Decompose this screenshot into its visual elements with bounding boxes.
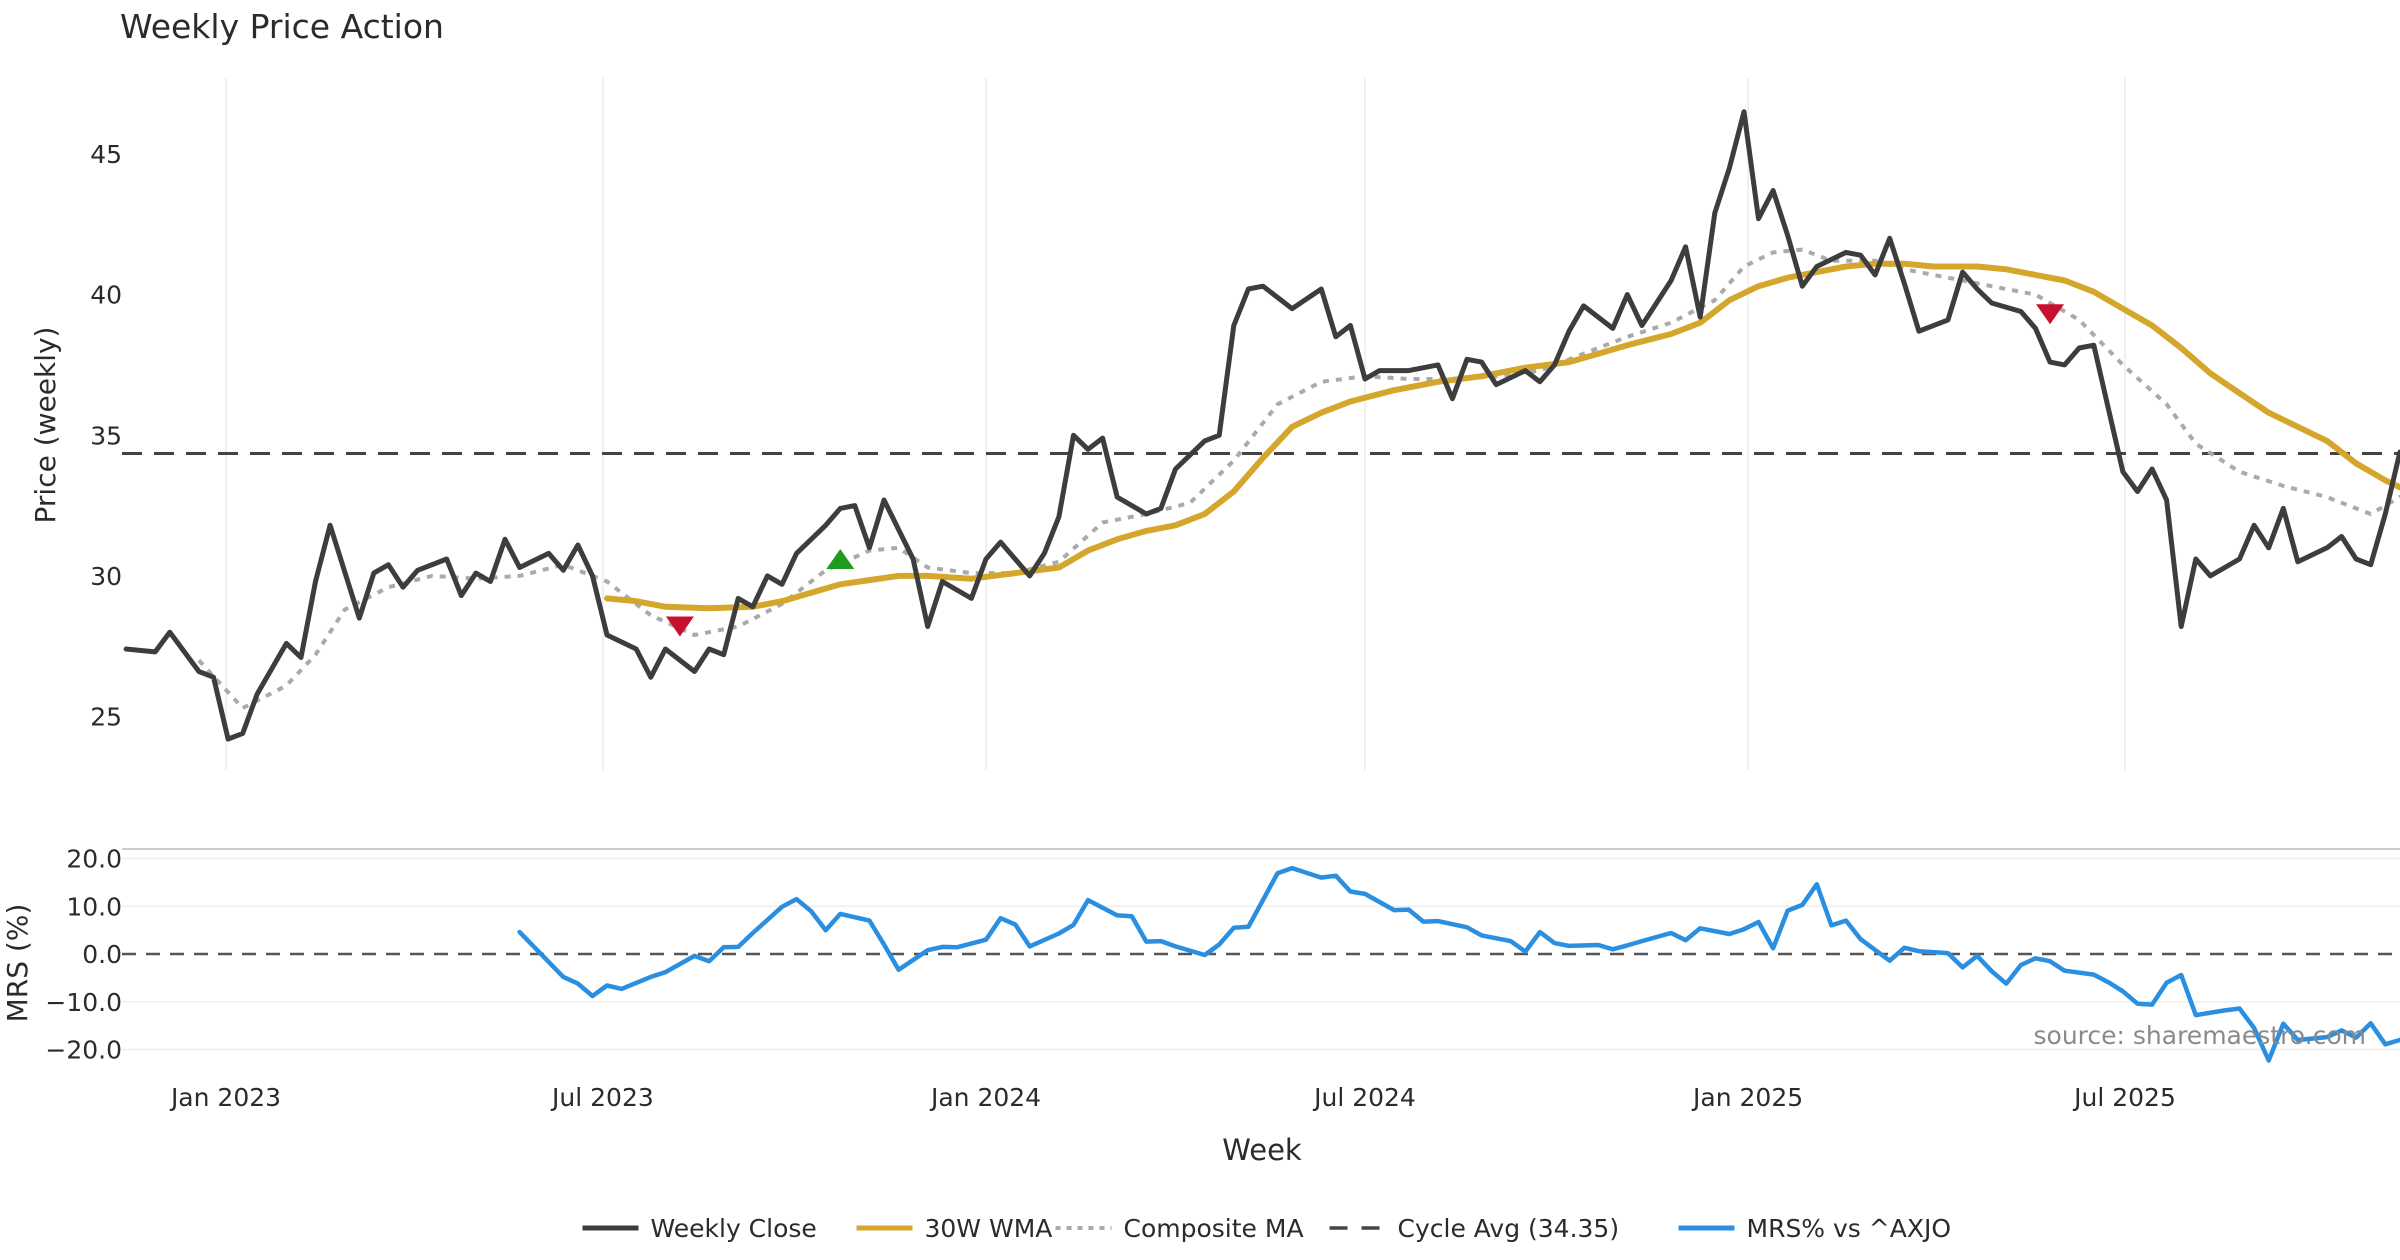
mrs-y-tick-1: 10.0: [66, 892, 122, 921]
x-tick-4: Jan 2025: [1691, 1083, 1803, 1112]
legend-label-0: Weekly Close: [651, 1214, 817, 1243]
series-30w-wma-line: [604, 260, 2400, 612]
series-mrs-line: [517, 865, 2400, 1063]
legend: Weekly Close 30W WMA Composite MA Cycle Avg…: [582, 1214, 1952, 1243]
price-y-tick-3: 40: [90, 281, 122, 310]
legend-label-4: MRS% vs ^AXJO: [1747, 1214, 1952, 1243]
sell-signal-marker-2: [2036, 304, 2065, 325]
x-axis-label: Week: [1222, 1133, 1302, 1167]
price-y-tick-2: 35: [90, 421, 122, 450]
signal-markers: [665, 304, 2065, 637]
x-tick-5: Jul 2025: [2072, 1083, 2176, 1112]
legend-label-1: 30W WMA: [925, 1214, 1053, 1243]
sell-signal-marker-0: [665, 616, 694, 637]
x-tick-labels: Jan 2023 Jul 2023 Jan 2024 Jul 2024 Jan 2025…: [169, 1083, 2176, 1112]
x-tick-0: Jan 2023: [169, 1083, 281, 1112]
price-y-axis-label: Price (weekly): [29, 327, 62, 524]
legend-item-0: Weekly Close: [582, 1214, 817, 1243]
legend-item-2: Composite MA: [1055, 1214, 1304, 1243]
price-y-tick-labels: 25 30 35 40 45: [90, 140, 122, 732]
price-y-tick-4: 45: [90, 140, 122, 169]
legend-item-1: 30W WMA: [856, 1214, 1053, 1243]
x-tick-3: Jul 2024: [1312, 1083, 1416, 1112]
legend-label-2: Composite MA: [1124, 1214, 1304, 1243]
price-y-tick-0: 25: [90, 703, 122, 732]
x-tick-1: Jul 2023: [550, 1083, 654, 1112]
mrs-series-line: [517, 865, 2400, 1063]
legend-label-3: Cycle Avg (34.35): [1398, 1214, 1620, 1243]
price-series-lines: [123, 109, 2400, 742]
series-composite-ma-line: [197, 247, 2400, 711]
mrs-y-tick-0: 20.0: [66, 845, 122, 874]
legend-item-3: Cycle Avg (34.35): [1329, 1214, 1620, 1243]
mrs-y-axis-label: MRS (%): [1, 904, 34, 1023]
mrs-y-tick-3: −10.0: [45, 988, 122, 1017]
mrs-y-tick-4: −20.0: [45, 1036, 122, 1065]
mrs-y-tick-labels: 20.0 10.0 0.0 −10.0 −20.0: [45, 845, 122, 1065]
chart-title: Weekly Price Action: [120, 7, 444, 46]
x-tick-2: Jan 2024: [929, 1083, 1041, 1112]
vertical-gridlines: [225, 78, 2126, 770]
series-weekly-close-line: [123, 109, 2400, 742]
buy-signal-marker-1: [826, 549, 855, 570]
mrs-y-tick-2: 0.0: [82, 940, 122, 969]
mrs-panel: 20.0 10.0 0.0 −10.0 −20.0 MRS (%) source: sh…: [1, 845, 2400, 1065]
source-note: source: sharemaestro.com: [2034, 1021, 2367, 1050]
legend-item-4: MRS% vs ^AXJO: [1678, 1214, 1952, 1243]
price-panel: 25 30 35 40 45 Price (weekly): [29, 109, 2400, 742]
price-y-tick-1: 30: [90, 562, 122, 591]
